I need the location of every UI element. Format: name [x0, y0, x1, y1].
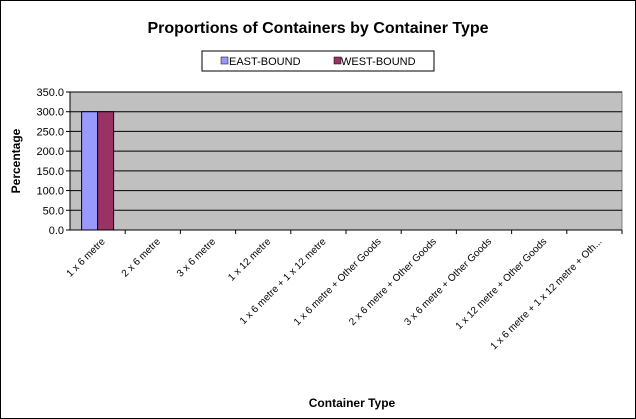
x-tick-label: 1 x 12 metre + Other Goods — [454, 236, 550, 332]
x-tick-label: 3 x 6 metre — [175, 236, 218, 279]
legend-label-west-bound: WEST-BOUND — [341, 56, 416, 68]
x-tick-label: 1 x 6 metre + 1 x 12 metre + Oth... — [489, 236, 605, 352]
x-tick-label: 1 x 6 metre — [65, 236, 108, 279]
y-tick-label: 50.0 — [43, 205, 64, 217]
plot-area — [69, 91, 623, 231]
y-tick-label: 150.0 — [36, 166, 64, 178]
legend-box — [201, 50, 435, 72]
legend: EAST-BOUND WEST-BOUND — [201, 50, 435, 72]
x-axis-title: Container Type — [309, 396, 396, 410]
bar-east-bound-0 — [81, 111, 99, 231]
axes — [66, 91, 623, 234]
y-tick-label: 200.0 — [36, 146, 64, 158]
x-tick-label: 1 x 12 metre — [226, 236, 273, 283]
y-axis-title: Percentage — [9, 128, 23, 193]
bar-west-bound-0 — [97, 111, 115, 231]
legend-swatch-west-bound — [333, 56, 342, 65]
y-tick-label: 300.0 — [36, 107, 64, 119]
x-tick-labels: 1 x 6 metre 2 x 6 metre 3 x 6 metre 1 x 12 … — [65, 236, 605, 352]
legend-swatch-east-bound — [220, 56, 229, 65]
x-tick-label: 2 x 6 metre — [120, 236, 163, 279]
gridlines — [70, 91, 622, 211]
y-tick-label: 0.0 — [49, 225, 64, 237]
y-tick-label: 100.0 — [36, 186, 64, 198]
legend-label-east-bound: EAST-BOUND — [229, 56, 301, 68]
chart-title: Proportions of Containers by Container T… — [147, 20, 488, 37]
y-tick-label: 250.0 — [36, 126, 64, 138]
y-tick-labels: 0.0 50.0 100.0 150.0 200.0 250.0 300.0 350.0 — [36, 87, 64, 237]
y-tick-label: 350.0 — [36, 87, 64, 99]
bars — [81, 111, 115, 231]
